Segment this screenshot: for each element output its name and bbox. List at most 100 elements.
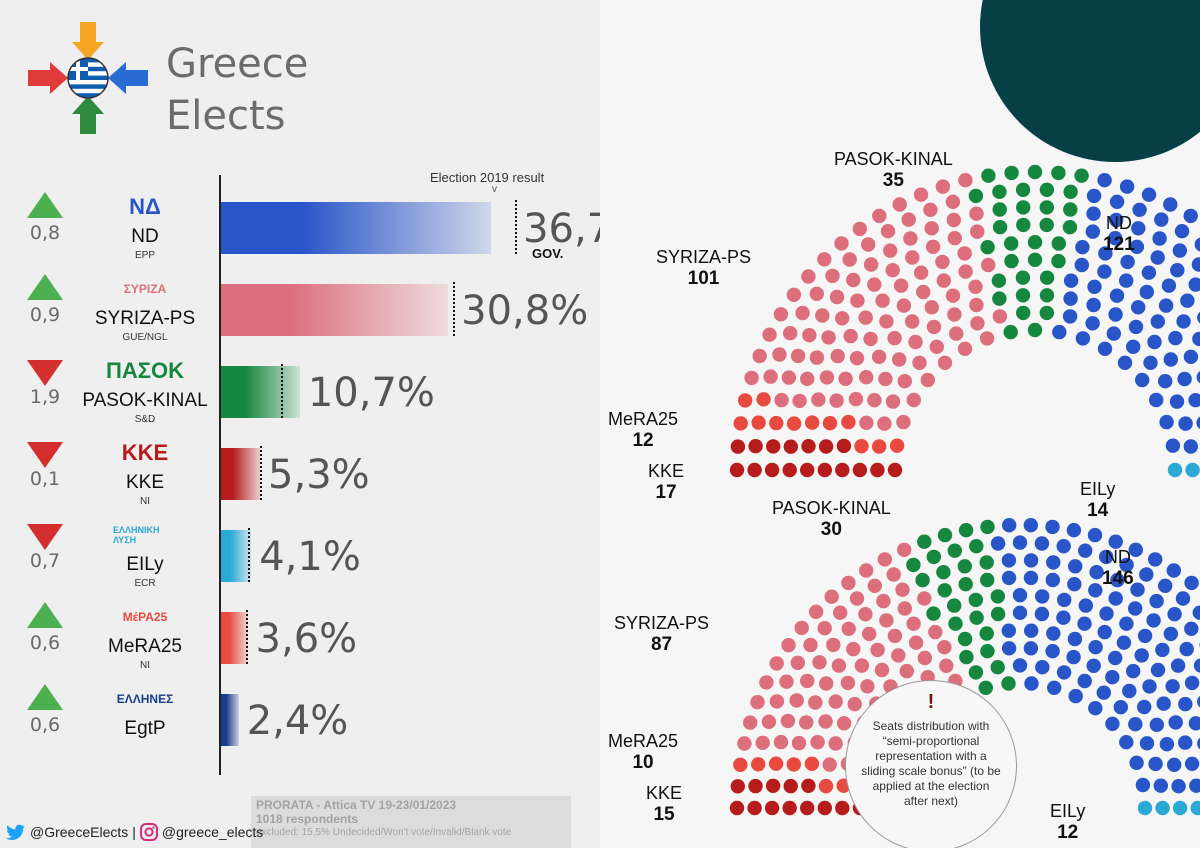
h2-seat-syriza-ps: [817, 621, 832, 636]
twitter-handle[interactable]: @GreeceElects: [30, 824, 129, 840]
h2-seat-nd: [1066, 523, 1082, 538]
h2-seat-pasok-kinal: [937, 583, 952, 598]
h2-seat-nd: [1110, 572, 1125, 588]
h2-seat-kke: [801, 778, 816, 793]
h1-seat-syriza-ps: [772, 347, 787, 362]
excluded-line: excluded: 15,5% Undecided/Won't vote/Inv…: [256, 827, 512, 838]
h1-seat-syriza-ps: [859, 415, 874, 430]
h2-label-kke: KKE 15: [646, 783, 683, 825]
h1-seat-pasok-kinal: [1027, 235, 1043, 250]
h1-seat-syriza-ps: [830, 348, 845, 364]
h1-seat-kke: [835, 462, 850, 478]
h1-seat-nd: [1131, 221, 1146, 236]
h2-seat-nd: [1159, 737, 1175, 752]
h2-seat-nd: [1139, 736, 1155, 751]
h1-seat-nd: [1183, 439, 1198, 454]
h1-seat-syriza-ps: [773, 307, 789, 322]
h1-seat-syriza-ps: [781, 370, 797, 385]
h2-seat-syriza-ps: [906, 616, 921, 631]
h1-seat-nd: [1135, 372, 1150, 388]
result-2019-marker: [280, 364, 283, 418]
poll-row-kke: 0,1 ΚΚΕ KKE NI 5,3%: [0, 438, 600, 518]
h1-seat-pasok-kinal: [1015, 288, 1031, 303]
h2-seat-nd: [1023, 641, 1039, 656]
h2-seat-kke: [782, 800, 797, 816]
poll-row-egtp: 0,6 ΕΛΛΗΝΕΣ EgtP 2,4%: [0, 684, 600, 764]
h1-seat-syriza-ps: [863, 257, 879, 272]
poll-row-nd: 0,8 ΝΔ ND EPP 36,7%: [0, 192, 650, 272]
h2-seat-nd: [1056, 539, 1071, 554]
h1-seat-syriza-ps: [945, 194, 961, 209]
h1-seat-syriza-ps: [892, 197, 907, 212]
h1-seat-nd: [1063, 273, 1079, 288]
h2-seat-pasok-kinal: [936, 565, 951, 580]
bar-value-label: 10,7%: [307, 370, 435, 416]
h2-seat-syriza-ps: [917, 650, 932, 666]
h2-seat-eily: [1172, 800, 1188, 816]
h1-seat-pasok-kinal: [1016, 305, 1031, 321]
h1-seat-syriza-ps: [908, 334, 923, 350]
h2-seat-nd: [1088, 701, 1103, 716]
h2-seat-syriza-ps: [761, 714, 777, 729]
h1-seat-syriza-ps: [970, 224, 985, 239]
h2-seat-syriza-ps: [862, 626, 877, 642]
brand-title-line1: Greece: [166, 41, 309, 87]
h1-seat-pasok-kinal: [980, 240, 995, 255]
h2-seat-mera25: [768, 756, 784, 771]
h2-seat-nd: [1197, 695, 1200, 708]
h1-seat-syriza-ps: [846, 272, 861, 288]
h1-seat-nd: [1128, 319, 1144, 335]
h1-seat-pasok-kinal: [1051, 165, 1066, 181]
h2-seat-nd: [1149, 593, 1164, 609]
h1-seat-pasok-kinal: [1063, 202, 1078, 217]
h2-seat-nd: [1035, 660, 1050, 675]
h1-seat-kke: [836, 438, 852, 454]
h2-seat-syriza-ps: [779, 674, 794, 689]
h2-seat-nd: [1001, 641, 1017, 656]
h2-seat-syriza-ps: [877, 552, 892, 567]
h1-seat-syriza-ps: [969, 297, 984, 313]
h2-seat-nd: [1193, 658, 1200, 673]
h1-seat-nd: [1191, 257, 1200, 272]
h1-seat-nd: [1158, 298, 1174, 313]
h1-seat-syriza-ps: [924, 221, 939, 236]
h2-seat-nd: [1057, 592, 1072, 608]
h2-seat-nd: [1137, 628, 1153, 644]
h2-seat-syriza-ps: [808, 695, 823, 710]
h1-seat-syriza-ps: [958, 173, 973, 188]
h1-seat-syriza-ps: [875, 293, 890, 308]
h1-seat-syriza-ps: [903, 231, 918, 246]
social-separator: |: [132, 824, 136, 840]
h2-seat-syriza-ps: [818, 714, 833, 729]
h2-seat-pasok-kinal: [978, 680, 993, 695]
h1-seat-syriza-ps: [912, 355, 927, 370]
h1-seat-nd: [1075, 331, 1091, 346]
h1-seat-nd: [1126, 339, 1141, 354]
h2-seat-nd: [1056, 610, 1071, 625]
h1-seat-pasok-kinal: [1004, 236, 1019, 251]
h1-seat-syriza-ps: [947, 231, 962, 246]
instagram-handle[interactable]: @greece_elects: [161, 824, 264, 840]
h2-seat-nd: [1129, 755, 1144, 770]
h1-seat-pasok-kinal: [1039, 288, 1055, 303]
h2-seat-mera25: [751, 757, 766, 772]
h1-seat-mera25: [786, 416, 802, 431]
h2-seat-syriza-ps: [824, 589, 839, 604]
h2-seat-syriza-ps: [887, 628, 903, 644]
h2-seat-nd: [1086, 658, 1101, 673]
poll-panel: Greece Elects Election 2019 result v 0,8…: [0, 22, 651, 848]
h1-seat-nd: [1063, 291, 1078, 306]
h2-seat-nd: [1175, 591, 1191, 606]
h1-seat-syriza-ps: [802, 328, 817, 343]
h2-seat-syriza-ps: [803, 637, 818, 653]
party-name: MeRA25: [108, 636, 182, 657]
h1-seat-mera25: [738, 393, 753, 408]
bar-value-label: 4,1%: [259, 534, 361, 580]
h2-seat-pasok-kinal: [968, 592, 983, 608]
h1-seat-nd: [1143, 355, 1158, 370]
h2-seat-syriza-ps: [928, 624, 943, 640]
h1-seat-kke: [748, 439, 763, 454]
h1-seat-syriza-ps: [992, 309, 1008, 324]
h2-seat-nd: [1046, 626, 1061, 641]
h2-seat-syriza-ps: [891, 648, 906, 663]
